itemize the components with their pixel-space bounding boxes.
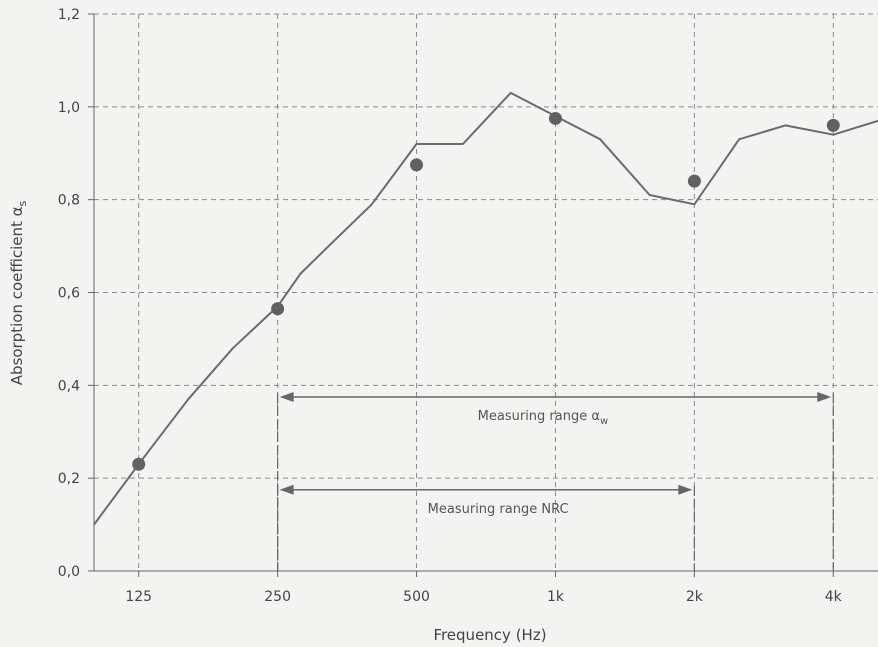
data-point: [132, 457, 146, 471]
data-point: [687, 174, 701, 188]
range-label-main: Measuring range NRC: [428, 502, 569, 517]
range-label: Measuring range αw: [478, 409, 608, 427]
range-arrowhead-right: [817, 391, 832, 402]
tick-labels: 0,0 0,2 0,4 0,6 0,8 1,0 1,2 125 250 500 1k 2k 4k: [58, 7, 843, 605]
data-point: [826, 118, 840, 132]
y-tick-label: 0,0: [58, 564, 80, 580]
range-arrowhead-left: [279, 391, 294, 402]
x-tick-label: 1k: [547, 589, 565, 605]
y-tick-label: 1,0: [58, 100, 80, 116]
grid-lines: [94, 13, 878, 571]
y-tick-label: 0,8: [58, 193, 80, 209]
range-arrowhead-right: [678, 484, 693, 495]
x-tick-label: 500: [403, 589, 430, 605]
absorption-curve: [93, 91, 878, 526]
range-label-main: Measuring range α: [478, 409, 600, 424]
measuring-range: Measuring range αw: [277, 391, 834, 571]
y-tick-label: 0,2: [58, 471, 80, 487]
y-tick-label: 0,6: [58, 286, 80, 302]
range-label-subscript: w: [600, 416, 608, 427]
y-tick-label: 0,4: [58, 378, 80, 394]
measuring-ranges: Measuring range αw Measuring range NRC: [277, 391, 834, 571]
data-point: [410, 158, 424, 172]
x-tick-label: 4k: [825, 589, 843, 605]
y-axis-title-main: Absorption coefficient α: [8, 206, 26, 385]
data-point: [548, 111, 562, 125]
y-axis-title: Absorption coefficient αs: [8, 200, 29, 385]
y-axis-title-subscript: s: [16, 200, 29, 206]
y-tick-label: 1,2: [58, 7, 80, 23]
x-tick-label: 125: [125, 589, 152, 605]
data-point: [271, 302, 285, 316]
axes: [88, 13, 878, 577]
x-axis-title: Frequency (Hz): [433, 626, 546, 644]
range-label: Measuring range NRC: [428, 502, 569, 517]
range-arrowhead-left: [279, 484, 294, 495]
data-series: [93, 91, 878, 526]
x-tick-label: 250: [264, 589, 291, 605]
measuring-range: Measuring range NRC: [277, 484, 695, 571]
x-tick-label: 2k: [686, 589, 704, 605]
